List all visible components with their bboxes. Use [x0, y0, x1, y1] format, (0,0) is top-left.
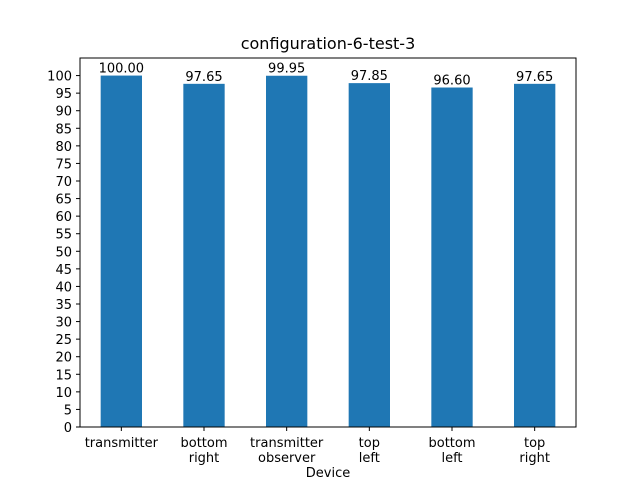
y-tick-label: 80 — [55, 140, 72, 155]
value-label: 97.65 — [516, 70, 553, 85]
y-tick-label: 45 — [55, 263, 72, 278]
y-tick-label: 55 — [55, 228, 72, 243]
x-axis-label: Device — [306, 466, 350, 480]
x-tick-label: bottom left — [428, 436, 475, 466]
y-tick-label: 20 — [55, 351, 72, 366]
x-tick-label: top left — [359, 436, 380, 466]
bar — [431, 87, 473, 428]
value-label: 99.95 — [268, 62, 305, 77]
x-tick-label: bottom right — [180, 436, 227, 466]
bar — [514, 83, 556, 427]
bar — [100, 75, 142, 428]
bar — [266, 75, 308, 428]
value-label: 97.85 — [351, 69, 388, 84]
y-tick-label: 60 — [55, 210, 72, 225]
value-label: 96.60 — [433, 74, 470, 89]
plot-frame — [79, 57, 577, 428]
x-tick-label: transmitter observer — [250, 436, 324, 466]
y-tick-label: 0 — [64, 421, 72, 436]
y-tick-label: 85 — [55, 122, 72, 137]
y-tick-label: 15 — [55, 368, 72, 383]
value-label: 100.00 — [99, 62, 145, 77]
bar — [183, 83, 225, 427]
y-tick-label: 30 — [55, 316, 72, 331]
y-tick-label: 100 — [47, 70, 72, 85]
value-label: 97.65 — [185, 70, 222, 85]
bar — [348, 83, 390, 428]
y-tick-label: 40 — [55, 280, 72, 295]
y-tick-label: 25 — [55, 333, 72, 348]
y-tick-label: 75 — [55, 157, 72, 172]
y-tick-label: 65 — [55, 193, 72, 208]
y-tick-label: 95 — [55, 87, 72, 102]
y-tick-label: 10 — [55, 386, 72, 401]
y-tick-label: 5 — [64, 403, 72, 418]
y-tick-label: 90 — [55, 105, 72, 120]
y-tick-label: 50 — [55, 245, 72, 260]
chart-title: configuration-6-test-3 — [241, 34, 416, 53]
y-tick-label: 70 — [55, 175, 72, 190]
x-tick-label: transmitter — [85, 436, 159, 451]
x-tick-label: top right — [519, 436, 550, 466]
y-tick-label: 35 — [55, 298, 72, 313]
